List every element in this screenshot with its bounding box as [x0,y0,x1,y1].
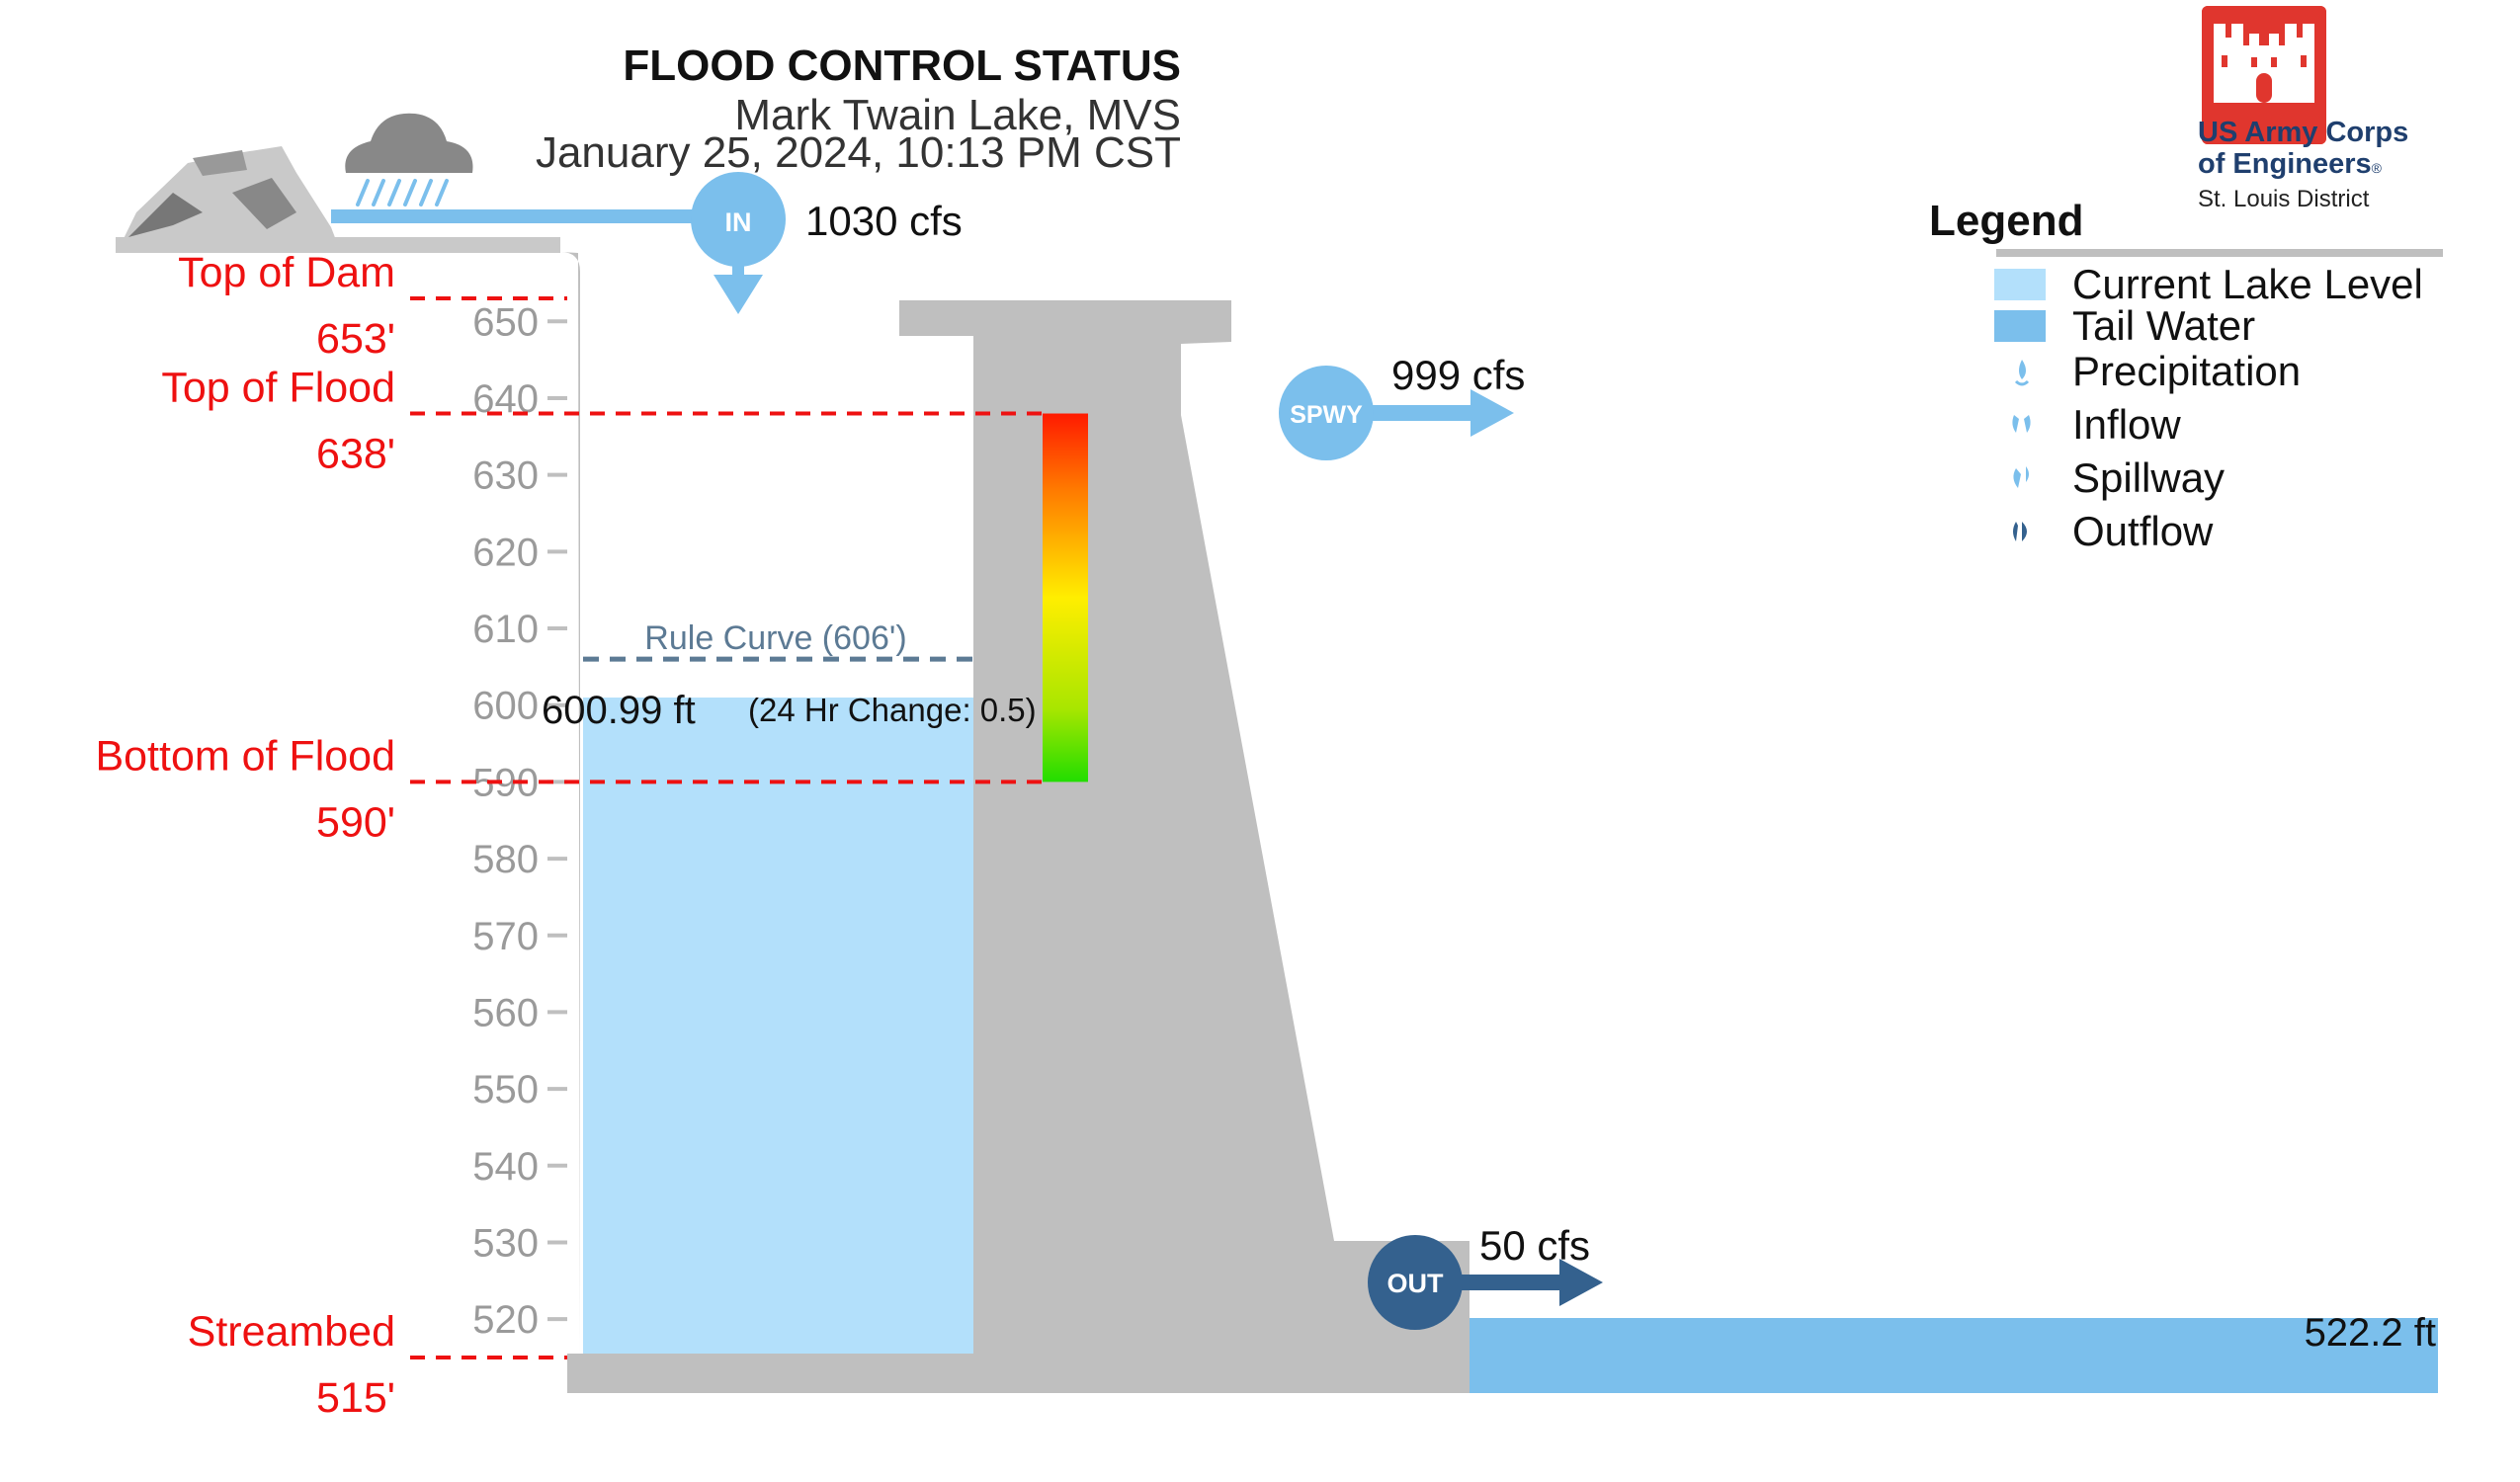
rule-curve-label: Rule Curve (606') [644,619,906,657]
legend-item-label: Precipitation [2072,348,2301,394]
tailwater-level-label: 522.2 ft [2305,1311,2436,1355]
inflow-badge-label: IN [725,207,752,237]
legend-item-label: Outflow [2072,508,2214,554]
legend-precipitation-drop-icon [2014,379,2030,386]
outflow-arrow-shaft [1453,1275,1561,1290]
logo-text-org: of Engineers [2198,148,2372,180]
scale-tick-label: 600 [472,685,539,728]
scale-tick-label: 620 [472,531,539,574]
logo-district: St. Louis District [2198,186,2370,212]
precipitation-icon [345,113,473,206]
reference-value: 515' [316,1374,395,1422]
spillway-arrow-icon [1470,389,1514,437]
outflow-badge-label: OUT [1387,1269,1445,1298]
land-strip [116,237,560,253]
dam-body [560,252,1470,1393]
reference-lines: Top of Dam 653'Top of Flood 638' Bottom of … [95,249,1043,1422]
reference-label: Bottom of Flood [95,732,395,780]
scale-tick-label: 550 [472,1068,539,1112]
reference-label: Top of Dam [178,249,395,296]
lake-water [583,698,973,1354]
legend-precipitation-icon [2019,360,2026,379]
scale-tick-label: 650 [472,300,539,344]
scale-tick-label: 520 [472,1298,539,1342]
outflow-value: 50 cfs [1479,1222,1590,1269]
legend-outflow-icon [2013,522,2027,541]
scale-tick-label: 640 [472,377,539,421]
legend-item-label: Tail Water [2072,302,2255,349]
usace-logo: US Army Corps of Engineers® St. Louis Di… [2192,6,2429,213]
scale-tick-label: 580 [472,838,539,881]
reference-value: 638' [316,431,395,478]
scale-tick-label: 590 [472,761,539,804]
spillway-badge-label: SPWY [1290,401,1363,429]
legend-spillway-icon [2013,466,2029,488]
flood-pool-gradient-bar [1043,413,1088,782]
page-title: FLOOD CONTROL STATUS [623,41,1181,90]
lake-location: Mark Twain Lake, MVS [734,91,1181,139]
scale-tick-label: 530 [472,1221,539,1265]
elevation-scale: 520 530 540 550 560 570 580 590 600 610 620 630 640 6… [472,300,567,1342]
status-datetime: January 25, 2024, 10:13 PM CST [535,128,1181,177]
outflow-arrow-icon [1559,1259,1603,1306]
tailwater [1470,1318,2438,1393]
inflow-badge-icon [691,172,786,267]
inflow-arrow-icon [714,275,763,314]
spillway-value: 999 cfs [1391,352,1525,398]
reference-value: 590' [316,798,395,846]
reference-value: 653' [316,315,395,363]
outflow-badge-icon [1368,1235,1463,1330]
spillway-badge-icon [1279,366,1374,460]
lake-group: Rule Curve (606') 600.99 ft (24 Hr Change:… [542,413,2438,1393]
castle-logo-icon [2202,6,2326,144]
reference-label: Top of Flood [161,365,395,412]
lake-level-label: 600.99 ft [542,689,696,732]
legend-item-label: Current Lake Level [2072,261,2423,307]
flow-indicators: IN 1030 cfs SPWY 999 cfs OUT 50 cfs [691,172,1603,1330]
scale-tick-label: 610 [472,608,539,651]
logo-text-line1: US Army Corps [2198,117,2409,148]
legend-item-label: Inflow [2072,401,2181,448]
rock-icon [117,146,341,253]
legend-item-label: Spillway [2072,454,2225,501]
scale-tick-label: 630 [472,454,539,498]
registered-mark: ® [2371,160,2382,176]
legend-inflow-icon [2012,415,2031,433]
logo-text-line2: of Engineers® [2198,148,2382,181]
lake-change-label: (24 Hr Change: 0.5) [748,692,1037,728]
reference-label: Streambed [188,1308,395,1356]
legend-swatch-swatch-blue [1994,310,2046,342]
scale-tick-label: 570 [472,915,539,958]
scale-tick-label: 540 [472,1145,539,1189]
legend-swatch-swatch-light-blue [1994,269,2046,300]
spillway-arrow-shaft [1364,405,1472,421]
inflow-stream [331,209,726,223]
inflow-value: 1030 cfs [805,198,963,244]
scale-tick-label: 560 [472,991,539,1034]
legend-title: Legend [1929,197,2083,245]
